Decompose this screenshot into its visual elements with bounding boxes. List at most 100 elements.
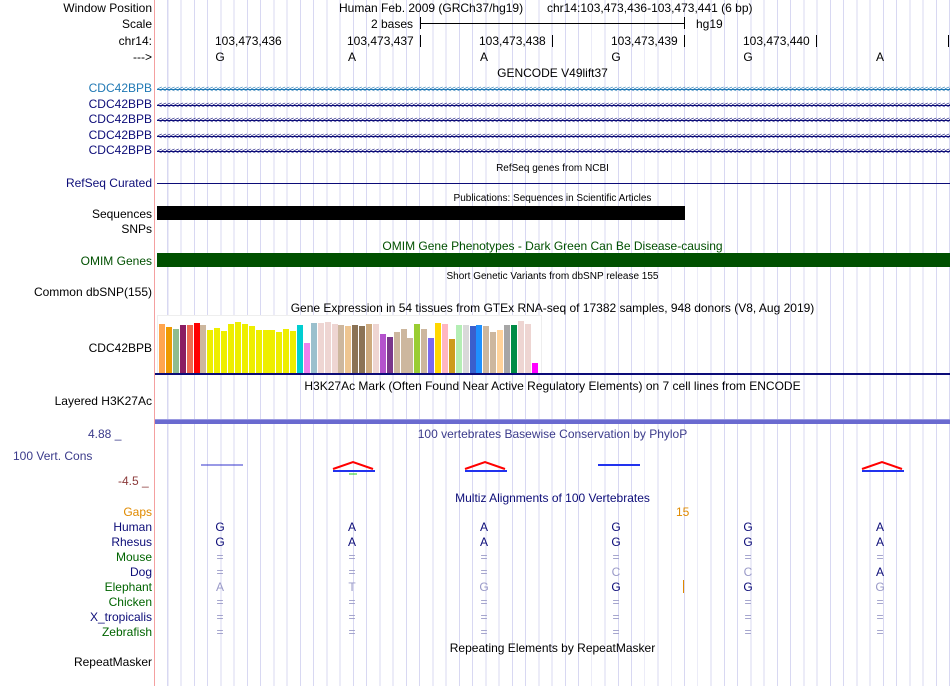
gaps-value: 15: [676, 505, 690, 519]
gtex-tissue-bar[interactable]: [303, 343, 310, 374]
gtex-tissue-bar[interactable]: [393, 332, 400, 374]
gtex-tissue-bar[interactable]: [490, 332, 497, 374]
gtex-tissue-bar[interactable]: [200, 324, 207, 374]
gtex-tissue-bar[interactable]: [331, 323, 338, 374]
gtex-tissue-bar[interactable]: [366, 323, 372, 374]
gtex-tissue-bar[interactable]: [517, 320, 524, 374]
phylop-label[interactable]: 100 Vert. Cons: [13, 449, 93, 463]
gene-track[interactable]: <<<<<<<<<<<<<<<<<<<<<<<<<<<<<<<<<<<<<<<<…: [157, 146, 950, 156]
sequences-label[interactable]: Sequences: [91, 207, 152, 221]
gtex-tissue-bar[interactable]: [497, 330, 504, 374]
gtex-tissue-bar[interactable]: [504, 325, 510, 374]
gtex-tissue-bar[interactable]: [414, 323, 421, 374]
snps-label[interactable]: SNPs: [121, 222, 152, 236]
rmsk-label[interactable]: RepeatMasker: [73, 655, 152, 669]
gtex-tissue-bar[interactable]: [531, 362, 538, 374]
gtex-tissue-bar[interactable]: [359, 326, 366, 374]
gtex-tissue-bar[interactable]: [262, 330, 269, 374]
refseq-line[interactable]: [157, 183, 950, 184]
gene-label[interactable]: CDC42BPB: [88, 81, 152, 95]
gtex-tissue-bar[interactable]: [524, 323, 531, 374]
gtex-tissue-bar[interactable]: [207, 330, 214, 374]
gtex-tissue-bar[interactable]: [435, 322, 441, 374]
gtex-tissue-bar[interactable]: [276, 332, 283, 374]
aligned-base: =: [744, 610, 752, 624]
gtex-tissue-bar[interactable]: [352, 324, 359, 374]
aligned-base: =: [216, 565, 224, 579]
gtex-tissue-bar[interactable]: [186, 325, 193, 374]
gtex-tissue-bar[interactable]: [483, 326, 490, 374]
species-label[interactable]: Mouse: [115, 550, 152, 564]
gtex-tissue-bar[interactable]: [214, 328, 221, 374]
gtex-tissue-bar[interactable]: [324, 321, 331, 374]
species-label[interactable]: Zebrafish: [101, 625, 152, 639]
gtex-tissue-bar[interactable]: [172, 329, 179, 374]
gene-label[interactable]: CDC42BPB: [88, 143, 152, 157]
gtex-tissue-bar[interactable]: [407, 337, 414, 374]
strand-arrows-icon: <<<<<<<<<<<<<<<<<<<<<<<<<<<<<<<<<<<<<<<<…: [157, 115, 950, 125]
gtex-tissue-bar[interactable]: [193, 322, 200, 374]
gtex-tissue-bar[interactable]: [441, 323, 448, 374]
gtex-tissue-bar[interactable]: [297, 325, 303, 374]
h3k27ac-signal[interactable]: [155, 419, 950, 424]
omim-label[interactable]: OMIM Genes: [80, 254, 152, 268]
species-label[interactable]: Elephant: [104, 580, 152, 594]
gene-label[interactable]: CDC42BPB: [88, 96, 152, 111]
omim-bar[interactable]: [157, 253, 950, 267]
gene-track[interactable]: <<<<<<<<<<<<<<<<<<<<<<<<<<<<<<<<<<<<<<<<…: [157, 115, 950, 125]
gtex-tissue-bar[interactable]: [428, 337, 435, 374]
h3k27ac-label[interactable]: Layered H3K27Ac: [54, 394, 152, 408]
gene-label[interactable]: CDC42BPB: [88, 127, 152, 142]
species-label[interactable]: X_tropicalis: [89, 610, 152, 624]
gtex-tissue-bar[interactable]: [421, 329, 428, 374]
gene-track[interactable]: <<<<<<<<<<<<<<<<<<<<<<<<<<<<<<<<<<<<<<<<…: [157, 131, 950, 141]
gene-track[interactable]: <<<<<<<<<<<<<<<<<<<<<<<<<<<<<<<<<<<<<<<<…: [157, 100, 950, 110]
gtex-tissue-bar[interactable]: [255, 330, 262, 374]
species-label[interactable]: Chicken: [108, 595, 152, 609]
gtex-tissue-bar[interactable]: [221, 331, 228, 374]
gtex-tissue-bar[interactable]: [283, 329, 290, 374]
gtex-tissue-bar[interactable]: [476, 325, 483, 374]
scale-bar-left: [420, 17, 421, 29]
gtex-label[interactable]: CDC42BPB: [88, 341, 152, 355]
gtex-baseline: [155, 373, 950, 375]
species-label[interactable]: Dog: [129, 565, 152, 579]
refseq-label[interactable]: RefSeq Curated: [65, 176, 152, 190]
dbsnp-label[interactable]: Common dbSNP(155): [33, 285, 152, 299]
phylop-title: 100 vertebrates Basewise Conservation by…: [417, 427, 688, 441]
gtex-tissue-bar[interactable]: [338, 324, 345, 374]
gtex-tissue-bar[interactable]: [179, 324, 186, 374]
gtex-tissue-bar[interactable]: [469, 326, 476, 374]
gtex-tissue-bar[interactable]: [269, 330, 276, 374]
species-label[interactable]: Human: [113, 520, 152, 534]
gtex-tissue-bar[interactable]: [248, 326, 255, 374]
species-label[interactable]: Rhesus: [111, 535, 152, 549]
gtex-tissue-bar[interactable]: [400, 329, 407, 374]
aligned-base: G: [611, 580, 621, 594]
gtex-tissue-bar[interactable]: [234, 321, 241, 374]
gtex-tissue-bar[interactable]: [159, 323, 165, 374]
gtex-tissue-bar[interactable]: [165, 327, 172, 374]
gtex-tissue-bar[interactable]: [448, 339, 455, 374]
gene-label[interactable]: CDC42BPB: [88, 112, 152, 126]
gtex-tissue-bar[interactable]: [386, 336, 393, 374]
gtex-bar-chart[interactable]: [157, 315, 542, 375]
gtex-tissue-bar[interactable]: [372, 323, 379, 374]
gtex-tissue-bar[interactable]: [310, 322, 317, 374]
gaps-label[interactable]: Gaps: [123, 505, 152, 519]
sequences-bar[interactable]: [157, 206, 685, 220]
gtex-tissue-bar[interactable]: [290, 331, 297, 374]
aligned-base: =: [480, 625, 488, 639]
gene-track[interactable]: <<<<<<<<<<<<<<<<<<<<<<<<<<<<<<<<<<<<<<<<…: [157, 84, 950, 94]
gtex-tissue-bar[interactable]: [241, 323, 248, 374]
gtex-tissue-bar[interactable]: [455, 324, 462, 374]
gtex-tissue-bar[interactable]: [462, 325, 469, 374]
multiz-title: Multiz Alignments of 100 Vertebrates: [455, 491, 650, 505]
aligned-base: =: [216, 610, 224, 624]
gtex-tissue-bar[interactable]: [379, 333, 386, 374]
gtex-tissue-bar[interactable]: [345, 326, 352, 374]
gtex-tissue-bar[interactable]: [510, 324, 517, 374]
gtex-tissue-bar[interactable]: [317, 322, 324, 374]
gtex-tissue-bar[interactable]: [228, 323, 234, 374]
